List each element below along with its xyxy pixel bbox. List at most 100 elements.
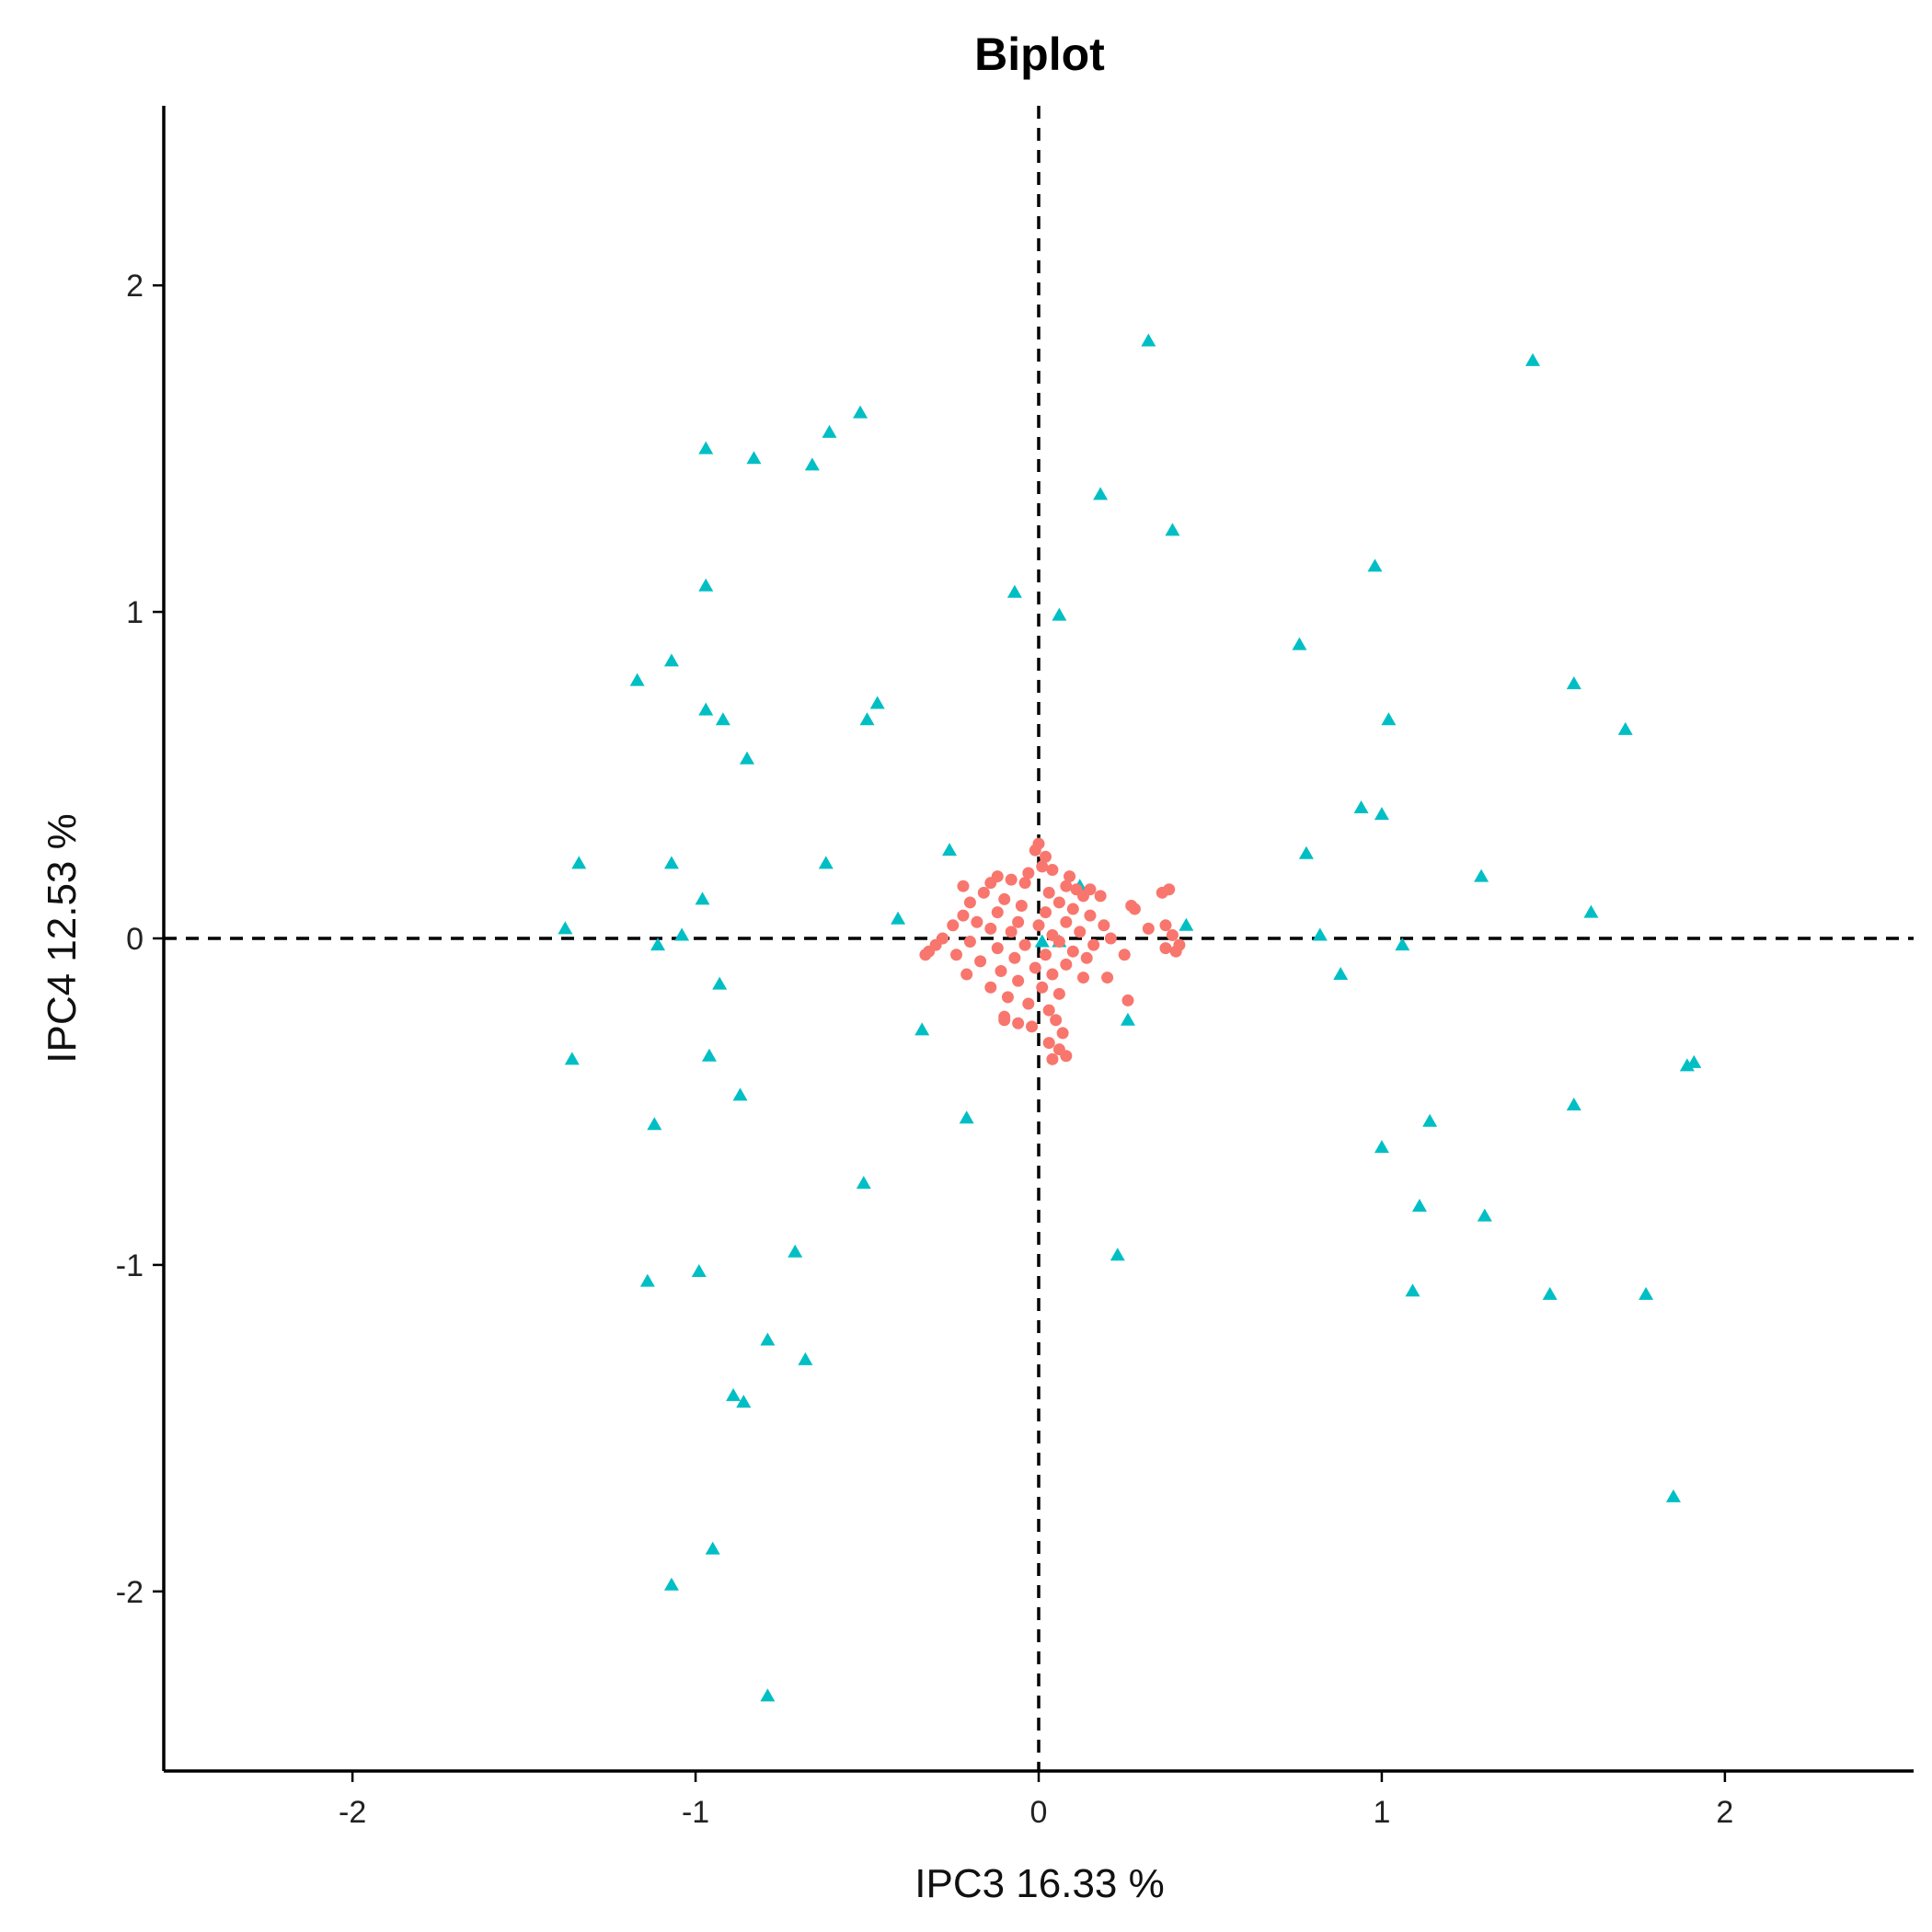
triangle-point — [959, 1110, 974, 1124]
triangle-point — [1381, 712, 1397, 726]
triangle-point — [1583, 904, 1599, 918]
circle-point — [1101, 972, 1114, 984]
triangle-point — [788, 1244, 803, 1258]
triangle-point — [1292, 637, 1307, 650]
triangle-point — [804, 457, 820, 471]
circle-point — [1022, 997, 1035, 1010]
circle-point — [1169, 945, 1182, 958]
circle-point — [1052, 896, 1065, 909]
triangle-point — [798, 1351, 813, 1365]
triangle-point — [712, 976, 728, 990]
x-tick-label: -1 — [682, 1795, 709, 1830]
triangle-point — [564, 1052, 580, 1065]
x-tick-label: 0 — [1030, 1795, 1048, 1830]
circle-point — [1042, 886, 1055, 899]
circle-point — [1080, 951, 1093, 964]
circle-point — [1015, 900, 1028, 913]
circle-point — [963, 936, 976, 949]
triangle-point — [691, 1264, 707, 1277]
triangle-point — [760, 1688, 776, 1702]
circle-point — [1018, 938, 1031, 951]
triangle-point — [674, 927, 690, 941]
triangle-point — [647, 1117, 662, 1131]
triangle-point — [1110, 1248, 1125, 1261]
circle-point — [1039, 906, 1052, 919]
circle-point — [1022, 867, 1035, 880]
triangle-point — [698, 702, 714, 716]
circle-point — [1012, 915, 1025, 928]
triangle-point — [701, 1048, 717, 1062]
circle-point — [1084, 883, 1097, 896]
x-tick-label: 2 — [1716, 1795, 1733, 1830]
triangle-point — [1367, 558, 1383, 572]
triangle-point — [1679, 1058, 1695, 1072]
triangle-point — [1477, 1208, 1492, 1222]
triangle-point — [571, 856, 587, 869]
circle-point — [1098, 919, 1110, 932]
circle-point — [991, 906, 1004, 919]
circle-point — [1163, 883, 1176, 896]
triangle-point — [818, 856, 834, 869]
triangle-point — [732, 1087, 748, 1101]
triangle-point — [1312, 927, 1328, 941]
triangle-point — [715, 712, 730, 726]
circle-point — [1064, 870, 1076, 883]
circle-point — [1074, 926, 1087, 938]
circle-point — [1052, 987, 1065, 1000]
circle-point — [1060, 880, 1073, 892]
triangle-point — [1566, 676, 1581, 690]
triangle-point — [1411, 1199, 1427, 1213]
triangle-point — [1542, 1286, 1558, 1300]
triangle-point — [1298, 845, 1314, 859]
triangle-point — [1639, 1286, 1654, 1300]
circle-point — [998, 1014, 1011, 1027]
triangle-point — [1665, 1489, 1681, 1502]
triangle-point — [1141, 333, 1156, 347]
circle-point — [1159, 942, 1172, 955]
circle-point — [1026, 1020, 1039, 1033]
triangle-point — [1006, 584, 1022, 598]
circle-point — [919, 949, 932, 961]
circle-point — [1060, 1050, 1073, 1063]
triangle-point — [1617, 721, 1633, 735]
triangle-point — [869, 696, 885, 709]
triangle-point — [698, 441, 714, 454]
circle-point — [971, 915, 983, 928]
points-layer — [558, 333, 1702, 1702]
circle-point — [1012, 1017, 1025, 1029]
y-tick-label: 2 — [126, 269, 144, 304]
circle-point — [1036, 981, 1049, 994]
triangle-point — [1120, 1012, 1135, 1026]
circle-point — [1036, 860, 1049, 873]
triangle-point — [736, 1394, 752, 1408]
triangle-point — [1374, 1140, 1389, 1154]
triangle-point — [1353, 800, 1369, 814]
triangle-point — [1034, 934, 1050, 948]
circle-point — [1118, 949, 1131, 961]
triangle-point — [1422, 1113, 1438, 1127]
reference-lines — [164, 106, 1914, 1771]
circle-point — [963, 896, 976, 909]
triangle-point — [891, 911, 906, 925]
circle-point — [1094, 890, 1107, 903]
circle-point — [984, 922, 997, 935]
y-tick-label: 0 — [126, 922, 144, 957]
circle-point — [1005, 873, 1018, 886]
circle-point — [1008, 951, 1021, 964]
circle-point — [1052, 936, 1065, 949]
triangle-point — [1179, 917, 1194, 931]
triangle-point — [663, 653, 679, 667]
circle-point — [949, 949, 962, 961]
circle-point — [1056, 1027, 1069, 1040]
circle-point — [1001, 991, 1014, 1004]
triangle-point — [639, 1273, 655, 1287]
circle-point — [1032, 919, 1045, 932]
circle-point — [984, 981, 997, 994]
circle-point — [1012, 974, 1025, 987]
triangle-point — [1374, 807, 1389, 821]
circle-point — [1084, 909, 1097, 922]
circle-point — [1046, 1052, 1059, 1065]
triangle-point — [558, 921, 573, 935]
circle-point — [1076, 972, 1089, 984]
